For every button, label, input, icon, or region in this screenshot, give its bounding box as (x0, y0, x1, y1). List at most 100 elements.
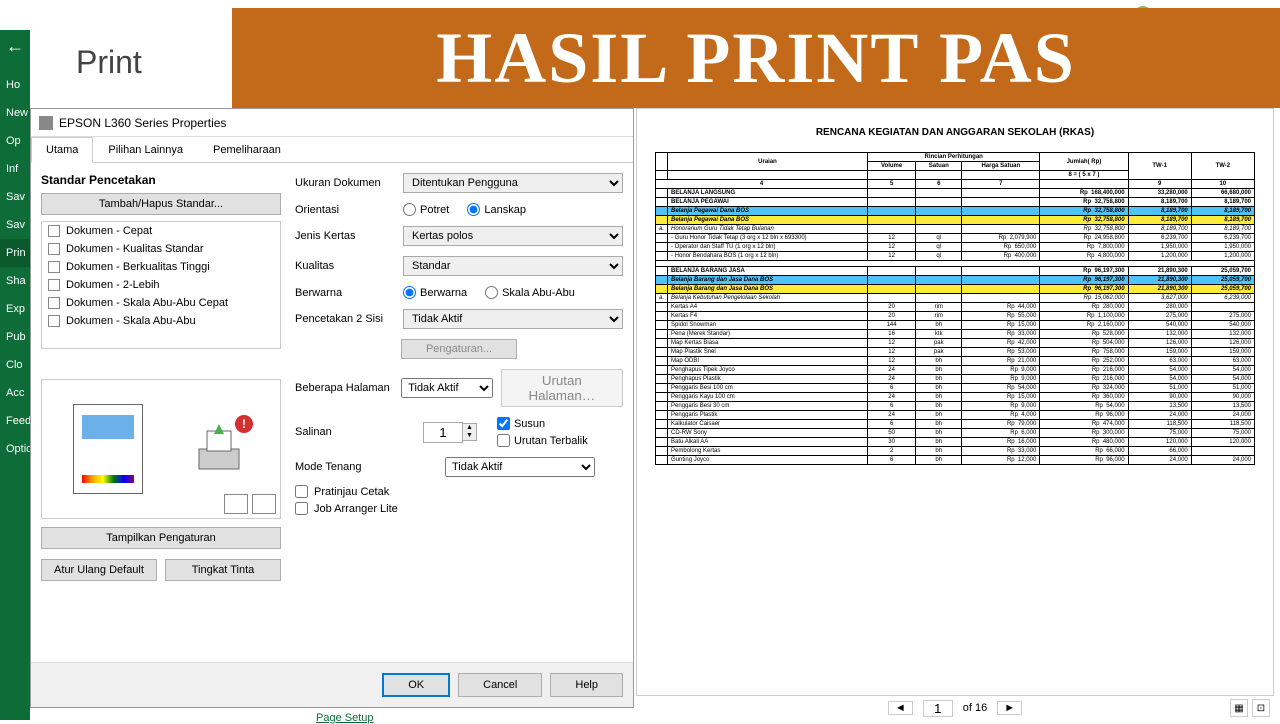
dialog-tab[interactable]: Pemeliharaan (198, 137, 296, 162)
show-settings-button[interactable]: Tampilkan Pengaturan (41, 527, 281, 549)
preview-table: Uraian Rincian Perhitungan Jumlah( Rp) T… (655, 152, 1255, 465)
collate-checkbox[interactable]: Susun (497, 417, 588, 430)
dialog-tab[interactable]: Utama (31, 137, 93, 163)
quiet-mode-select[interactable]: Tidak Aktif (445, 457, 595, 477)
table-row: BELANJA LANGSUNGRp 168,400,00033,280,000… (656, 189, 1255, 198)
preview-page-icon (73, 404, 143, 494)
multi-page-select[interactable]: Tidak Aktif (401, 378, 492, 398)
sidebar-item[interactable]: Pub (0, 323, 30, 351)
preset-item[interactable]: Dokumen - Skala Abu-Abu Cepat (42, 294, 280, 312)
backstage-sidebar: ← HoNewOpInfSavSavPrinShaExpPubCloAccFee… (0, 30, 30, 720)
duplex-label: Pencetakan 2 Sisi (295, 313, 403, 325)
sidebar-item[interactable]: Op (0, 127, 30, 155)
table-row: Penghapus Plastik24bhRp 9,000Rp 216,0005… (656, 375, 1255, 384)
landscape-radio[interactable]: Lanskap (467, 203, 526, 216)
help-button[interactable]: Help (550, 673, 623, 697)
zoom-to-page-button[interactable]: ▦ (1230, 699, 1248, 717)
orientation-label: Orientasi (295, 204, 403, 216)
dialog-tabs: UtamaPilihan LainnyaPemeliharaan (31, 137, 633, 163)
print-preview-checkbox[interactable]: Pratinjau Cetak (295, 485, 623, 498)
zoom-button[interactable]: ⊡ (1252, 699, 1270, 717)
table-row: CD-RW Sony50bhRp 6,000Rp 300,00075,00075… (656, 429, 1255, 438)
page-input[interactable] (923, 700, 953, 717)
preset-item[interactable]: Dokumen - Skala Abu-Abu (42, 312, 280, 330)
table-row: Gunting Joyco6bhRp 12,000Rp 96,00024,000… (656, 456, 1255, 465)
sidebar-item[interactable]: Inf (0, 155, 30, 183)
table-row: Pembolong Kertas2bhRp 33,000Rp 66,00066,… (656, 447, 1255, 456)
table-row: Belanja Barang dan Jasa Dana BOSRp 96,19… (656, 276, 1255, 285)
preset-item[interactable]: Dokumen - Berkualitas Tinggi (42, 258, 280, 276)
preview-nav-bar: ◄ of 16 ► ▦ ⊡ (636, 696, 1274, 720)
sidebar-item[interactable]: Prin (0, 239, 30, 267)
sidebar-item[interactable]: Ho (0, 71, 30, 99)
dialog-title: EPSON L360 Series Properties (59, 116, 226, 130)
table-row: - Guru Honor Tidak Tetap (3 org x 12 bln… (656, 234, 1255, 243)
table-row: Kertas A420rimRp 44,000Rp 280,000280,000 (656, 303, 1255, 312)
grayscale-radio[interactable]: Skala Abu-Abu (485, 286, 575, 299)
ink-level-button[interactable]: Tingkat Tinta (165, 559, 281, 581)
sidebar-item[interactable]: Options (0, 435, 30, 463)
sidebar-item[interactable]: Exp (0, 295, 30, 323)
multi-page-label: Beberapa Halaman (295, 382, 393, 394)
page-title: Print (76, 44, 142, 81)
quality-select[interactable]: Standar (403, 256, 623, 276)
alert-icon: ! (235, 415, 253, 433)
paper-type-label: Jenis Kertas (295, 230, 403, 242)
reverse-checkbox[interactable]: Urutan Terbalik (497, 434, 588, 447)
prev-page-button[interactable]: ◄ (888, 701, 913, 715)
table-row: Penghapus Tipek Joyco24bhRp 9,000Rp 216,… (656, 366, 1255, 375)
sidebar-item[interactable]: Sha (0, 267, 30, 295)
doc-size-label: Ukuran Dokumen (295, 177, 403, 189)
preview-box: ! (41, 379, 281, 519)
page-order-button[interactable]: Urutan Halaman… (501, 369, 623, 407)
sidebar-item[interactable]: Feed (0, 407, 30, 435)
copies-spinner[interactable]: ▲▼ (423, 422, 477, 443)
duplex-select[interactable]: Tidak Aktif (403, 309, 623, 329)
preset-item[interactable]: Dokumen - 2-Lebih (42, 276, 280, 294)
sidebar-item[interactable]: Sav (0, 183, 30, 211)
table-row: Belanja Barang dan Jasa Dana BOSRp 96,19… (656, 285, 1255, 294)
table-row: a.Honorarium Guru Tidak Tetap BulananRp … (656, 225, 1255, 234)
page-setup-link[interactable]: Page Setup (316, 712, 374, 724)
table-row: Penggaris Plastik24bhRp 4,000Rp 96,00024… (656, 411, 1255, 420)
table-row: Kertas F420rimRp 55,000Rp 1,100,000275,0… (656, 312, 1255, 321)
overlay-banner: HASIL PRINT PAS (232, 8, 1280, 108)
preview-doc-title: RENCANA KEGIATAN DAN ANGGARAN SEKOLAH (R… (655, 127, 1255, 138)
portrait-radio[interactable]: Potret (403, 203, 449, 216)
printer-properties-dialog: EPSON L360 Series Properties UtamaPiliha… (30, 108, 634, 708)
table-row: BELANJA PEGAWAIRp 32,758,8008,189,7008,1… (656, 198, 1255, 207)
table-row: Map Kertas Biasa12pakRp 42,000Rp 504,000… (656, 339, 1255, 348)
add-remove-standard-button[interactable]: Tambah/Hapus Standar... (41, 193, 281, 215)
table-row: Map Plastik Snel12pakRp 53,000Rp 758,000… (656, 348, 1255, 357)
back-arrow-icon[interactable]: ← (0, 30, 30, 71)
ok-button[interactable]: OK (382, 673, 450, 697)
preset-item[interactable]: Dokumen - Cepat (42, 222, 280, 240)
sidebar-item[interactable]: Clo (0, 351, 30, 379)
sidebar-item[interactable]: Sav (0, 211, 30, 239)
paper-type-select[interactable]: Kertas polos (403, 226, 623, 246)
table-row: a.Belanja Kebutuhan Pengelolaan SekolahR… (656, 294, 1255, 303)
settings-button[interactable]: Pengaturan... (401, 339, 517, 359)
quiet-mode-label: Mode Tenang (295, 461, 445, 473)
cancel-button[interactable]: Cancel (458, 673, 542, 697)
color-label: Berwarna (295, 287, 403, 299)
doc-size-select[interactable]: Ditentukan Pengguna (403, 173, 623, 193)
next-page-button[interactable]: ► (997, 701, 1022, 715)
table-row: Belanja Pegawai Dana BOSRp 32,758,8008,1… (656, 207, 1255, 216)
job-arranger-checkbox[interactable]: Job Arranger Lite (295, 502, 623, 515)
table-row: Penggaris Besi 100 cm6bhRp 54,000Rp 324,… (656, 384, 1255, 393)
document-preset-list[interactable]: Dokumen - CepatDokumen - Kualitas Standa… (41, 221, 281, 349)
section-title: Standar Pencetakan (41, 173, 281, 187)
table-row: Kalkulator Caisaer6bhRp 79,000Rp 474,000… (656, 420, 1255, 429)
table-row: Penggaris Besi 30 cm6bhRp 9,000Rp 54,000… (656, 402, 1255, 411)
table-row: Penggaris Kayu 100 cm24bhRp 15,000Rp 360… (656, 393, 1255, 402)
reset-default-button[interactable]: Atur Ulang Default (41, 559, 157, 581)
collate-icon (224, 494, 248, 514)
color-radio[interactable]: Berwarna (403, 286, 467, 299)
dialog-tab[interactable]: Pilihan Lainnya (93, 137, 198, 162)
sidebar-item[interactable]: New (0, 99, 30, 127)
table-row: Batu Alkali AA30bhRp 16,000Rp 480,000120… (656, 438, 1255, 447)
collate-icon (252, 494, 276, 514)
sidebar-item[interactable]: Acc (0, 379, 30, 407)
preset-item[interactable]: Dokumen - Kualitas Standar (42, 240, 280, 258)
